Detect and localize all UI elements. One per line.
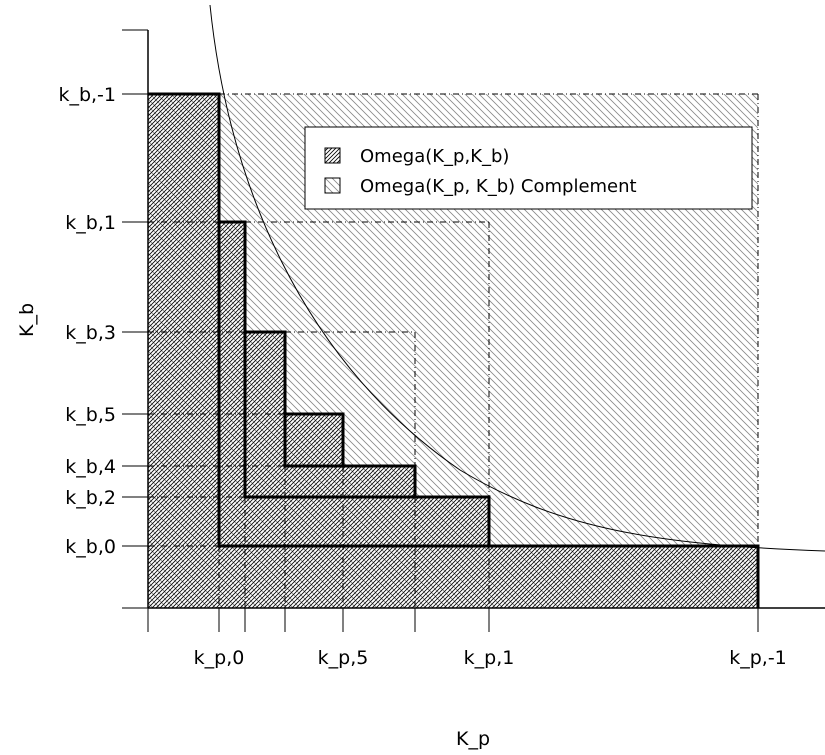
x-tick-marks bbox=[147, 608, 759, 632]
legend-swatch-omega bbox=[324, 147, 341, 164]
legend-label-complement: Omega(K_p, K_b) Complement bbox=[360, 176, 637, 197]
omega-region bbox=[148, 94, 758, 608]
y-tick-label-kb4: k_b,4 bbox=[65, 456, 116, 478]
y-axis-title: K_b bbox=[16, 303, 38, 337]
y-tick-label-kb5: k_b,5 bbox=[65, 404, 116, 426]
axes bbox=[147, 30, 825, 609]
x-axis-title: K_p bbox=[456, 728, 490, 750]
legend-label-omega: Omega(K_p,K_b) bbox=[360, 146, 509, 167]
legend: Omega(K_p,K_b) Omega(K_p, K_b) Complemen… bbox=[304, 126, 753, 210]
y-tick-label-kb1: k_b,1 bbox=[65, 212, 116, 234]
x-tick-label-kp0: k_p,0 bbox=[194, 647, 245, 669]
x-tick-label-kp1: k_p,1 bbox=[464, 647, 515, 669]
y-tick-label-kb3: k_b,3 bbox=[65, 322, 116, 344]
staircase-outlines bbox=[148, 92, 760, 608]
y-tick-label-kb2: k_b,2 bbox=[65, 487, 116, 509]
guide-lines bbox=[148, 93, 759, 608]
boundary-curve bbox=[209, 4, 825, 552]
x-tick-label-kpm1: k_p,-1 bbox=[729, 647, 787, 669]
legend-box bbox=[304, 126, 753, 210]
y-tick-label-kb0: k_b,0 bbox=[65, 536, 116, 558]
y-tick-marks bbox=[122, 29, 148, 609]
y-tick-label-kbm1: k_b,-1 bbox=[58, 84, 116, 106]
x-tick-label-kp5: k_p,5 bbox=[318, 647, 369, 669]
legend-swatch-complement bbox=[324, 177, 341, 194]
